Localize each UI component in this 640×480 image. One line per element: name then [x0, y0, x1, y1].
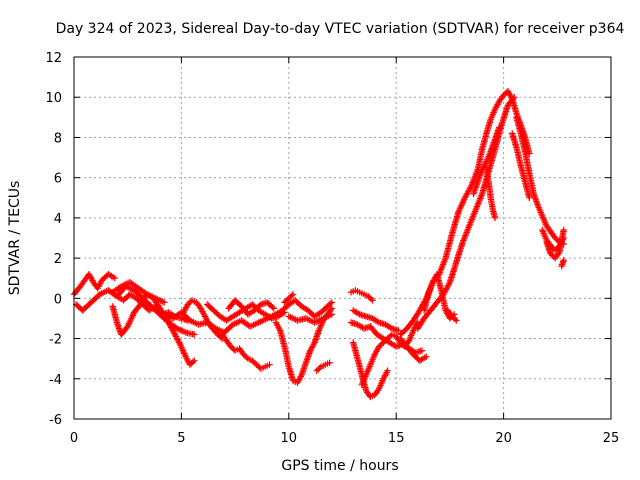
- data-points: [70, 88, 567, 401]
- data-point-interp: [127, 317, 134, 324]
- data-point-interp: [129, 312, 136, 319]
- grid-lines: [74, 57, 611, 419]
- data-point: [111, 275, 118, 282]
- data-point: [496, 124, 503, 131]
- data-point-interp: [243, 354, 250, 361]
- y-tick-label: 6: [54, 172, 62, 187]
- x-tick-label: 10: [281, 431, 298, 446]
- y-tick-label: 0: [54, 292, 62, 307]
- data-point-interp: [178, 344, 185, 351]
- data-point-interp: [456, 205, 464, 212]
- data-point: [395, 327, 402, 334]
- data-point: [191, 357, 198, 364]
- x-tick-label: 5: [177, 431, 185, 446]
- data-point: [384, 367, 391, 374]
- data-point: [176, 339, 183, 346]
- data-point-interp: [461, 196, 468, 203]
- y-axis-title: SDTVAR / TECUs: [7, 181, 23, 296]
- data-point: [270, 305, 277, 312]
- y-tick-label: -2: [49, 333, 62, 348]
- data-point: [328, 299, 335, 306]
- data-point: [418, 347, 426, 354]
- data-point-interp: [304, 353, 312, 360]
- data-point-interp: [555, 250, 562, 257]
- data-point-interp: [269, 304, 276, 311]
- data-point: [191, 331, 198, 338]
- data-point-interp: [288, 292, 295, 299]
- y-tick-label: 12: [45, 51, 62, 66]
- data-point-interp: [532, 196, 539, 203]
- x-tick-label: 15: [388, 431, 405, 446]
- data-point: [560, 256, 567, 264]
- data-point: [161, 299, 168, 306]
- data-point: [289, 291, 297, 298]
- x-tick-label: 20: [495, 431, 512, 446]
- data-point: [560, 226, 567, 234]
- data-point-interp: [125, 321, 132, 329]
- data-point-interp: [327, 306, 334, 314]
- data-point-interp: [189, 358, 197, 366]
- data-point: [266, 361, 273, 368]
- y-tick-label: 10: [45, 91, 62, 106]
- y-tick-label: 4: [54, 212, 62, 227]
- data-point-interp: [544, 241, 551, 249]
- data-point: [511, 94, 518, 101]
- data-point: [423, 353, 430, 360]
- data-point: [491, 214, 499, 222]
- data-point: [328, 311, 335, 318]
- data-point: [453, 317, 460, 324]
- data-point-interp: [558, 261, 566, 268]
- axes: 0 5 10 15 20 25 -6 -4 -2 0 2 4 6 8 10 12: [45, 51, 619, 446]
- data-point-interp: [510, 95, 517, 102]
- x-tick-label: 0: [70, 431, 78, 446]
- data-point-interp: [180, 348, 187, 356]
- y-tick-label: -4: [49, 373, 62, 388]
- x-tick-label: 25: [603, 431, 620, 446]
- y-tick-label: 2: [54, 252, 62, 267]
- data-point-interp: [367, 295, 375, 303]
- y-tick-label: 8: [54, 131, 62, 146]
- data-point-interp: [458, 200, 466, 208]
- data-point: [328, 305, 335, 312]
- data-point: [326, 359, 333, 366]
- data-point-interp: [451, 315, 459, 323]
- data-point-interp: [327, 300, 334, 307]
- chart-title: Day 324 of 2023, Sidereal Day-to-day VTE…: [56, 21, 625, 37]
- y-tick-label: -6: [49, 413, 62, 428]
- data-point-interp: [316, 364, 323, 372]
- x-axis-title: GPS time / hours: [281, 458, 398, 474]
- plot-frame: [73, 56, 612, 420]
- data-point: [526, 194, 533, 201]
- data-point: [369, 297, 376, 304]
